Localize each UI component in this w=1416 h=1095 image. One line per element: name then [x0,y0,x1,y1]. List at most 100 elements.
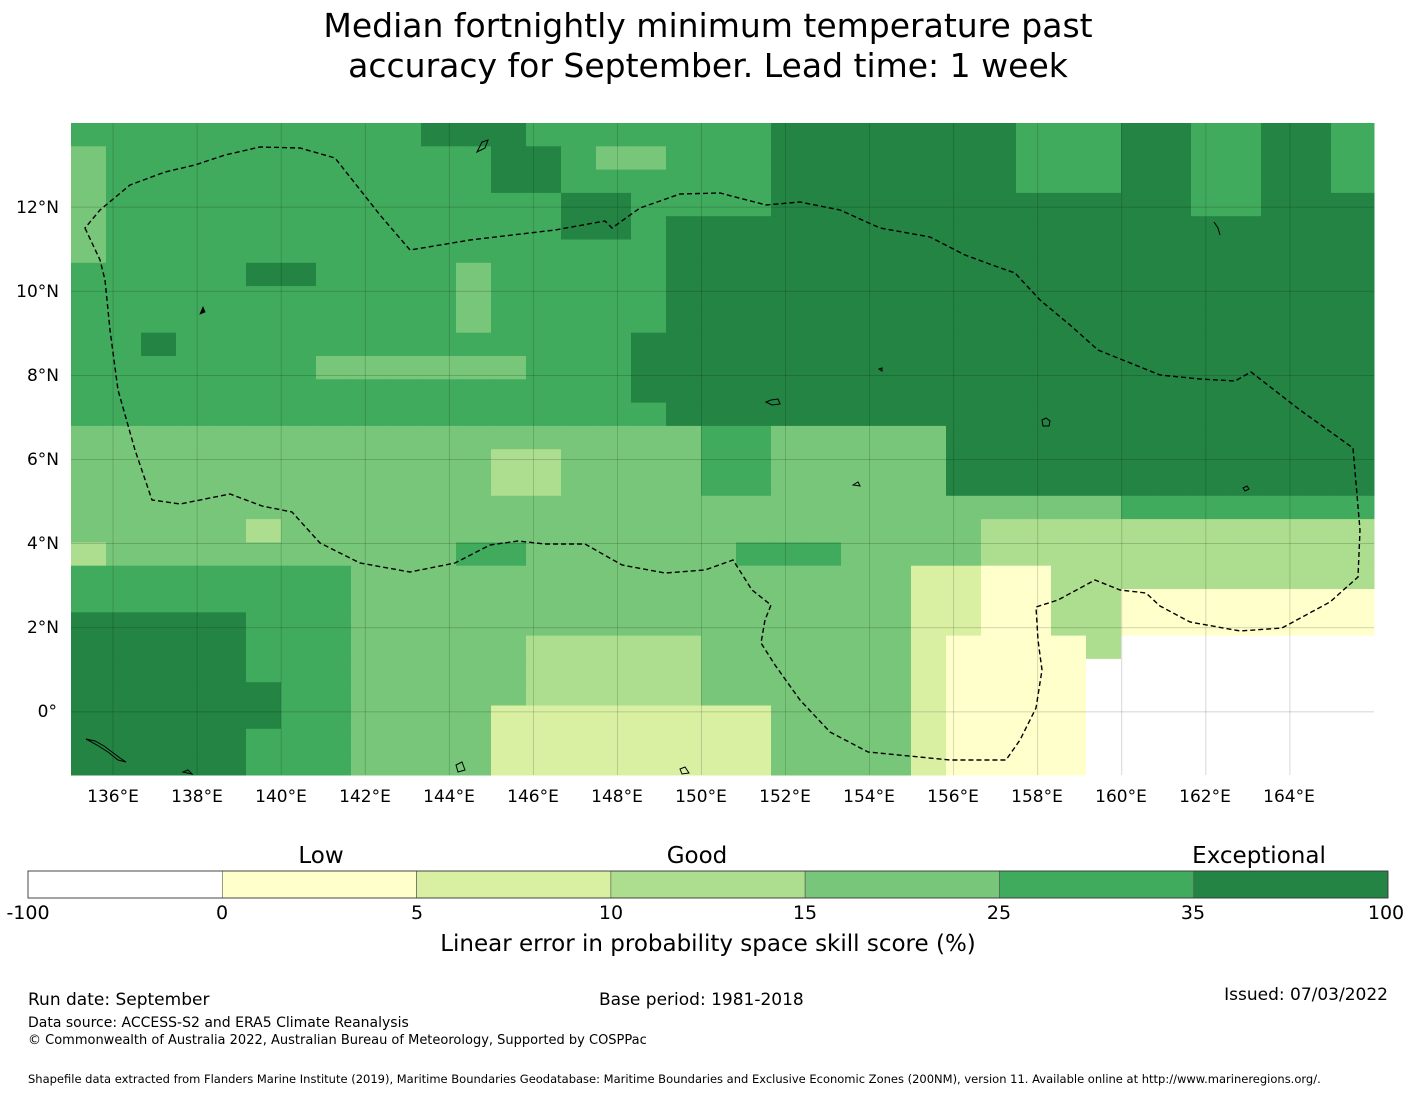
grid-cell [1086,192,1122,217]
grid-cell [141,519,177,543]
grid-cell [211,309,247,334]
grid-cell [456,123,492,147]
grid-cell [561,752,597,776]
grid-cell [1016,379,1052,404]
grid-cell [421,705,457,730]
grid-cell [1016,495,1052,520]
grid-cell [526,425,562,450]
grid-cell [701,123,737,147]
grid-cell [71,589,107,613]
grid-cell [526,402,562,427]
lon-tick-label: 148°E [591,787,643,807]
lon-tick-label: 136°E [87,787,139,807]
grid-cell [1261,262,1297,287]
grid-cell [596,216,632,240]
grid-cell [1331,425,1367,450]
colorbar-segment [27,870,223,899]
grid-cell [1366,216,1375,240]
grid-cell [71,402,107,427]
grid-cell [561,658,597,683]
grid-cell [316,728,352,753]
grid-cell [281,309,317,334]
grid-cell [596,123,632,147]
grid-cell [351,495,387,520]
grid-cell [316,332,352,357]
grid-cell [981,449,1017,473]
grid-cell [596,286,632,310]
grid-cell [561,286,597,310]
grid-cell [806,519,842,543]
grid-cell [1016,589,1052,613]
grid-cell [1226,192,1262,217]
grid-cell [1261,379,1297,404]
grid-cell [211,356,247,380]
grid-cell [876,682,912,706]
grid-cell [491,589,527,613]
grid-cell [351,589,387,613]
grid-cell [1261,449,1297,473]
grid-cell [421,635,457,660]
grid-cell [1366,519,1375,543]
grid-cell [1191,589,1227,613]
grid-cell [106,332,142,357]
grid-cell [526,705,562,730]
grid-cell [71,519,107,543]
grid-cell [246,728,282,753]
grid-cell [1016,542,1052,567]
grid-cell [316,635,352,660]
grid-cell [561,239,597,264]
grid-cell [1226,589,1262,613]
grid-cell [141,356,177,380]
grid-cell [1086,402,1122,427]
grid-cell [666,216,702,240]
grid-cell [806,262,842,287]
grid-cell [1121,705,1157,730]
grid-cell [806,239,842,264]
grid-cell [1366,379,1375,404]
grid-cell [981,682,1017,706]
grid-cell [351,752,387,776]
colorbar-outline [27,870,1389,899]
grid-cell [596,332,632,357]
grid-cell [281,425,317,450]
eez-boundary [84,146,1361,761]
grid-cell [841,682,877,706]
grid-cell [1331,449,1367,473]
grid-cell [456,705,492,730]
grid-cell [841,216,877,240]
grid-cell [1296,216,1332,240]
grid-cell [1086,332,1122,357]
grid-cell [1226,262,1262,287]
grid-cell [421,286,457,310]
grid-cell [736,216,772,240]
grid-cell [911,705,947,730]
grid-cell [351,565,387,590]
grid-cell [631,612,667,637]
grid-cell [1051,356,1087,380]
grid-cell [1296,123,1332,147]
grid-cell [106,565,142,590]
grid-cell [561,216,597,240]
grid-cell [561,425,597,450]
grid-cell [281,239,317,264]
grid-cell [1261,216,1297,240]
lat-tick-label: 4°N [27,534,59,554]
grid-cell [491,728,527,753]
grid-cell [1156,519,1192,543]
grid-cell [1331,542,1367,567]
grid-cell [981,612,1017,637]
grid-cell [491,612,527,637]
grid-cell [771,402,807,427]
grid-cell [596,519,632,543]
grid-cell [351,728,387,753]
island-kosrae [1242,485,1250,492]
grid-cell [596,752,632,776]
grid-cell [771,449,807,473]
grid-cell [316,612,352,637]
grid-cell [736,658,772,683]
grid-cell [1226,519,1262,543]
grid-cell [386,309,422,334]
grid-cell [211,332,247,357]
grid-cell [281,542,317,567]
grid-cell [1051,123,1087,147]
